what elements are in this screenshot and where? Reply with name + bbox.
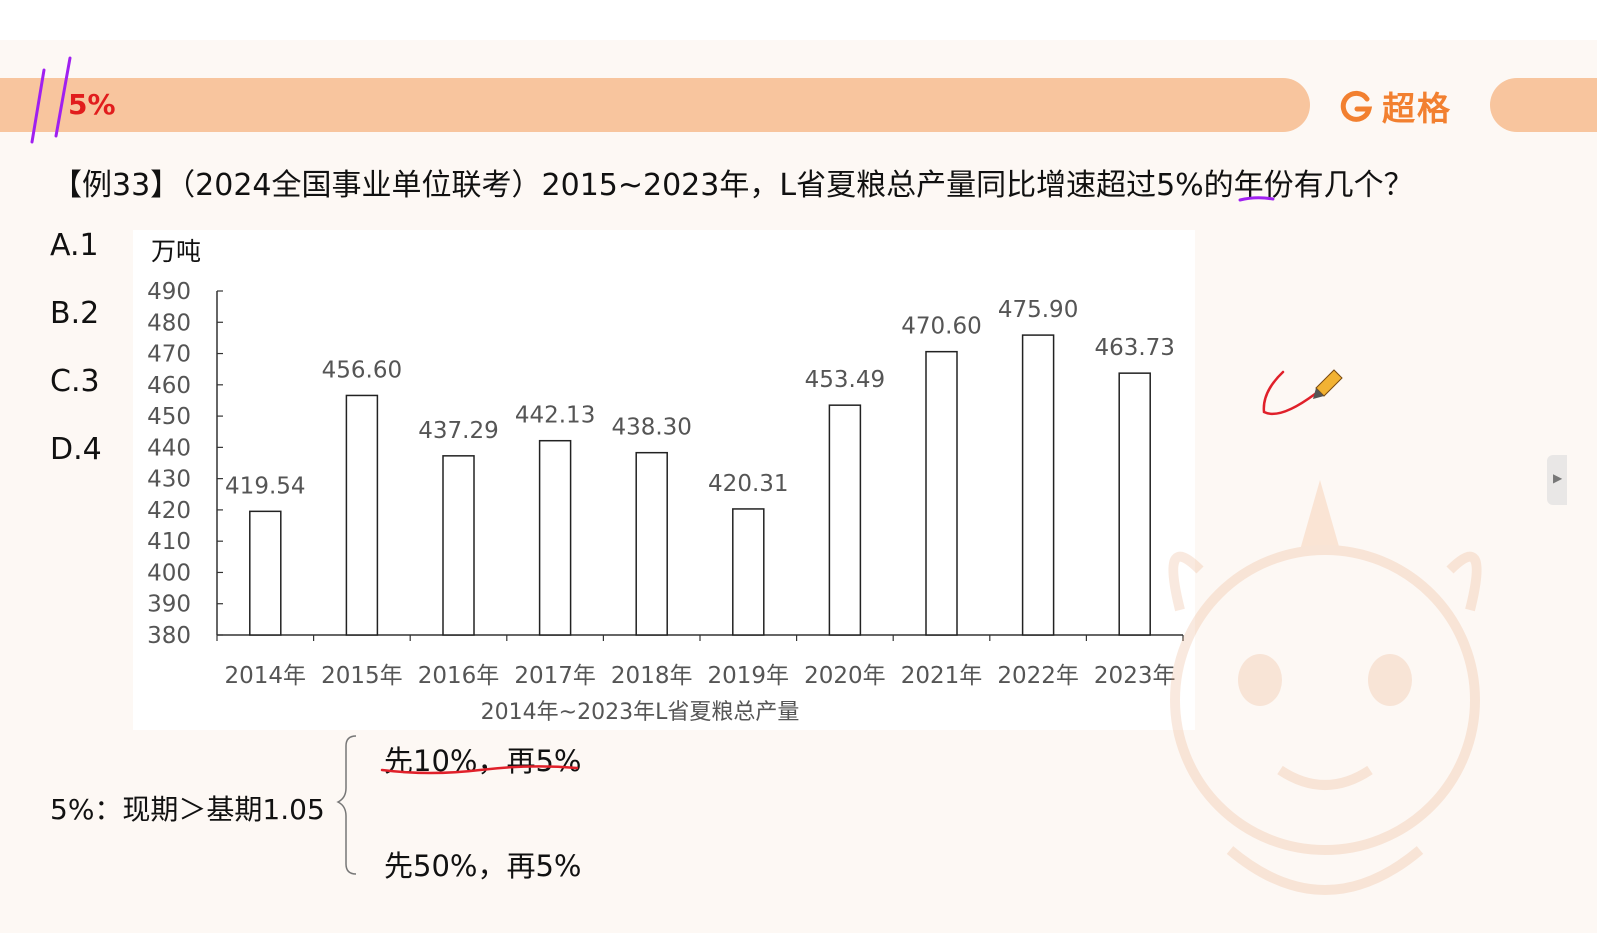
red-check-mark [1262, 370, 1317, 416]
option-d[interactable]: D.4 [50, 432, 102, 467]
y-tick-label: 480 [147, 310, 191, 336]
y-axis-unit-label: 万吨 [151, 237, 201, 266]
bar-value-label: 442.13 [515, 403, 595, 429]
x-category-label: 2015年 [321, 663, 403, 689]
caret-right-icon: ▶ [1553, 471, 1563, 485]
x-category-label: 2021年 [901, 663, 983, 689]
option-a[interactable]: A.1 [50, 228, 99, 263]
pen-slash-mark [30, 56, 72, 144]
bar-value-label: 453.49 [805, 367, 885, 393]
bar [732, 508, 765, 636]
x-category-label: 2022年 [997, 663, 1079, 689]
x-category-label: 2016年 [418, 663, 500, 689]
bar-chart: 万吨 380 390 400 410 420 430 440 450 460 470 480 490 41… [147, 237, 1184, 725]
unicorn-mascot-watermark [1168, 480, 1482, 895]
bar-value-label: 470.60 [901, 314, 981, 340]
branch-bracket [336, 735, 357, 875]
brand-logo: 超格 [1340, 84, 1452, 128]
side-panel-toggle[interactable]: ▶ [1547, 455, 1567, 505]
x-category-label: 2017年 [514, 663, 596, 689]
x-category-label: 2020年 [804, 663, 886, 689]
bar-value-label: 419.54 [225, 473, 305, 499]
bar [828, 404, 862, 636]
bar [1021, 334, 1055, 636]
y-tick-label: 490 [147, 279, 191, 305]
chart-title: 2014年~2023年L省夏粮总产量 [481, 700, 800, 725]
header-band-right [1490, 78, 1597, 132]
bar [538, 439, 572, 636]
branch-note-1: 先10%，再5% [384, 744, 582, 778]
x-category-label: 2018年 [611, 663, 693, 689]
x-category-label: 2023年 [1094, 663, 1176, 689]
y-tick-label: 380 [147, 623, 191, 649]
brand-name: 超格 [1382, 89, 1452, 128]
header-title: 5% [68, 88, 116, 121]
y-tick-label: 460 [147, 373, 191, 399]
chart-panel: 万吨 380 390 400 410 420 430 440 450 460 470 480 490 41… [133, 230, 1195, 730]
bar [925, 350, 958, 636]
y-tick-label: 440 [147, 435, 191, 461]
x-category-label: 2014年 [225, 663, 307, 689]
bar-value-label: 475.90 [998, 297, 1078, 323]
x-category-label: 2019年 [708, 663, 790, 689]
bar [345, 394, 379, 636]
brand-g-icon [1340, 90, 1373, 122]
header-band [0, 78, 1310, 132]
option-c[interactable]: C.3 [50, 364, 100, 399]
y-tick-label: 400 [147, 560, 191, 586]
bar-value-label: 456.60 [322, 357, 402, 383]
formula-note: 5%：现期＞基期1.05 [50, 793, 325, 826]
bar-value-label: 437.29 [418, 418, 498, 444]
pencil-cursor-icon [1313, 369, 1343, 399]
bar [1118, 372, 1151, 636]
bar [635, 451, 668, 636]
branch-note-2: 先50%，再5% [384, 849, 582, 883]
bar-value-label: 438.30 [611, 415, 691, 441]
question-text: 【例33】（2024全国事业单位联考）2015~2023年，L省夏粮总产量同比增… [52, 168, 1414, 203]
y-tick-label: 430 [147, 467, 191, 493]
bar-value-label: 420.31 [708, 471, 788, 497]
top-strip [0, 0, 1597, 40]
y-tick-label: 450 [147, 404, 191, 430]
bar-value-label: 463.73 [1094, 335, 1174, 361]
bar [249, 510, 282, 636]
y-tick-label: 410 [147, 529, 191, 555]
option-b[interactable]: B.2 [50, 296, 100, 331]
bar [442, 455, 475, 636]
y-tick-label: 420 [147, 498, 191, 524]
y-tick-label: 390 [147, 592, 191, 618]
y-tick-label: 470 [147, 342, 191, 368]
